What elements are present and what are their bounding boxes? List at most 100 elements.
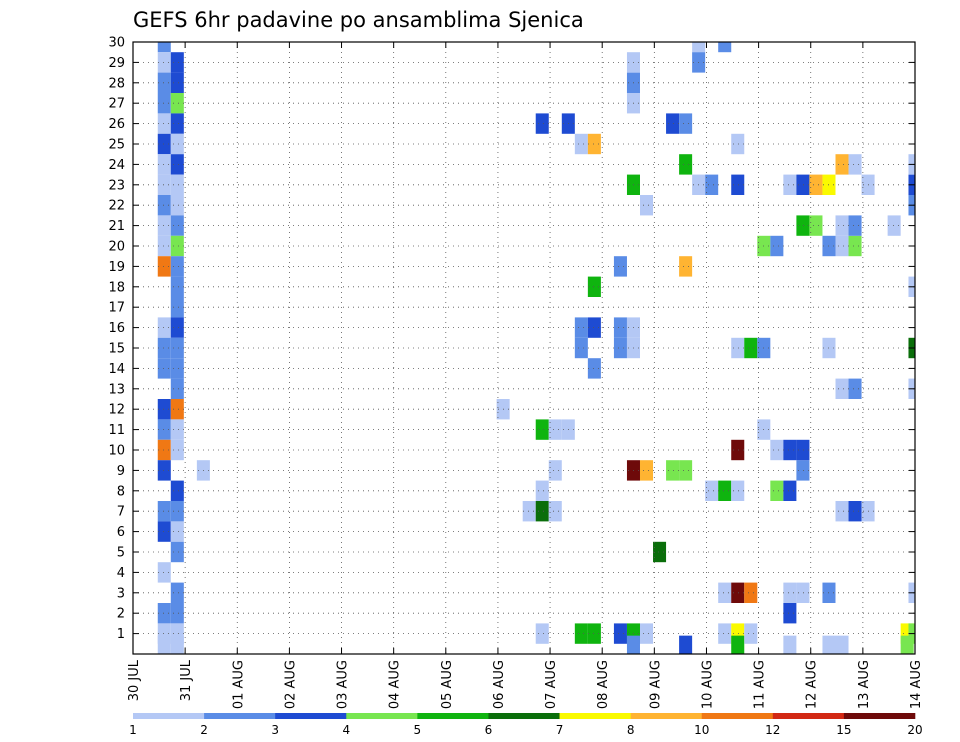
- y-tick-label: 16: [108, 321, 125, 336]
- y-tick-label: 21: [108, 219, 125, 234]
- heatmap-cell: [783, 480, 797, 501]
- y-tick-label: 19: [108, 260, 125, 275]
- heatmap-cell: [157, 521, 171, 542]
- heatmap-cell: [574, 623, 588, 644]
- heatmap-cell: [535, 501, 549, 522]
- heatmap-cell: [848, 154, 862, 175]
- colorbar-label: 4: [342, 723, 350, 737]
- colorbar-swatch: [204, 713, 276, 719]
- heatmap-cell: [835, 635, 849, 654]
- heatmap-cell: [640, 195, 654, 216]
- y-tick-label: 9: [117, 464, 125, 479]
- colorbar-swatch: [488, 713, 560, 719]
- heatmap-cell: [705, 174, 719, 195]
- heatmap-cell: [170, 501, 184, 522]
- heatmap-cell: [731, 480, 745, 501]
- y-tick-label: 24: [108, 158, 125, 173]
- heatmap-cell: [535, 480, 549, 501]
- y-tick-label: 11: [108, 423, 125, 438]
- heatmap-cell: [157, 337, 171, 359]
- heatmap-cell: [574, 317, 588, 338]
- y-tick-label: 22: [108, 199, 125, 214]
- heatmap-cell: [157, 93, 171, 114]
- heatmap-cell: [809, 174, 823, 195]
- heatmap-cell: [548, 501, 562, 522]
- y-axis: 1234567891011121314151617181920212223242…: [108, 36, 915, 642]
- y-tick-label: 7: [117, 505, 125, 520]
- x-tick-label: 10 AUG: [700, 660, 715, 709]
- grid-layer: [133, 42, 915, 654]
- heatmap-cell: [692, 42, 706, 53]
- heatmap-cell: [731, 174, 745, 195]
- heatmap-cell: [157, 195, 171, 216]
- heatmap-cell: [770, 235, 784, 257]
- heatmap-cell: [170, 256, 184, 277]
- heatmap-cell: [157, 603, 171, 624]
- heatmap-cell: [170, 174, 184, 195]
- heatmap-cell: [170, 582, 184, 603]
- heatmap-cell: [835, 154, 849, 175]
- x-tick-label: 30 JUL: [127, 659, 142, 701]
- colorbar-label: 7: [556, 723, 564, 737]
- heatmap-cell: [170, 276, 184, 297]
- colorbar-swatch: [559, 713, 631, 719]
- x-tick-label: 05 AUG: [440, 660, 455, 709]
- heatmap-cell: [653, 541, 667, 563]
- y-tick-label: 23: [108, 178, 125, 193]
- heatmap-cell: [157, 215, 171, 236]
- colorbar-label: 10: [694, 723, 709, 737]
- heatmap-cell: [157, 562, 171, 583]
- heatmap-cell: [535, 113, 549, 134]
- heatmap-cell: [770, 439, 784, 461]
- heatmap-cell: [848, 501, 862, 522]
- heatmap-cell: [170, 113, 184, 134]
- heatmap-cell: [535, 623, 549, 644]
- y-tick-label: 14: [108, 362, 125, 377]
- heatmap-cell: [679, 154, 693, 175]
- heatmap-cell: [157, 419, 171, 440]
- y-tick-label: 13: [108, 382, 125, 397]
- heatmap-cell: [587, 358, 601, 379]
- heatmap-cell: [848, 378, 862, 399]
- y-tick-label: 29: [108, 56, 125, 71]
- heatmap-cell: [679, 256, 693, 277]
- x-tick-label: 01 AUG: [231, 660, 246, 709]
- colorbar-label: 12: [765, 723, 780, 737]
- heatmap-cell: [666, 113, 680, 134]
- heatmap-cell: [587, 623, 601, 644]
- heatmap-cell: [157, 113, 171, 134]
- x-tick-label: 11 AUG: [753, 660, 768, 709]
- y-tick-label: 25: [108, 138, 125, 153]
- heatmap-cell: [731, 582, 745, 603]
- heatmap-cell: [548, 419, 562, 440]
- heatmap-cell: [157, 460, 171, 481]
- heatmap-cell: [170, 521, 184, 542]
- cells-layer: [157, 42, 915, 654]
- heatmap-cell: [535, 419, 549, 440]
- heatmap-cell: [157, 174, 171, 195]
- heatmap-cell: [170, 480, 184, 501]
- heatmap-cell: [783, 603, 797, 624]
- x-tick-label: 03 AUG: [336, 660, 351, 709]
- heatmap-cell: [157, 133, 171, 155]
- y-tick-label: 20: [108, 240, 125, 255]
- colorbar-swatch: [417, 713, 489, 719]
- heatmap-cell: [157, 52, 171, 73]
- x-tick-label: 31 JUL: [179, 659, 194, 701]
- y-tick-label: 17: [108, 301, 125, 316]
- heatmap-cell: [613, 256, 627, 277]
- heatmap-cell: [587, 317, 601, 338]
- heatmap-cell: [587, 133, 601, 155]
- heatmap-cell: [731, 133, 745, 155]
- colorbar-swatch: [772, 713, 845, 719]
- y-tick-label: 10: [108, 444, 125, 459]
- heatmap-cell: [731, 337, 745, 359]
- heatmap-cell: [157, 635, 171, 654]
- y-tick-label: 2: [117, 607, 125, 622]
- heatmap-cell: [170, 72, 184, 93]
- colorbar-label: 2: [200, 723, 208, 737]
- heatmap-cell: [783, 439, 797, 461]
- heatmap-cell: [640, 623, 654, 644]
- colorbar-swatch: [843, 713, 916, 719]
